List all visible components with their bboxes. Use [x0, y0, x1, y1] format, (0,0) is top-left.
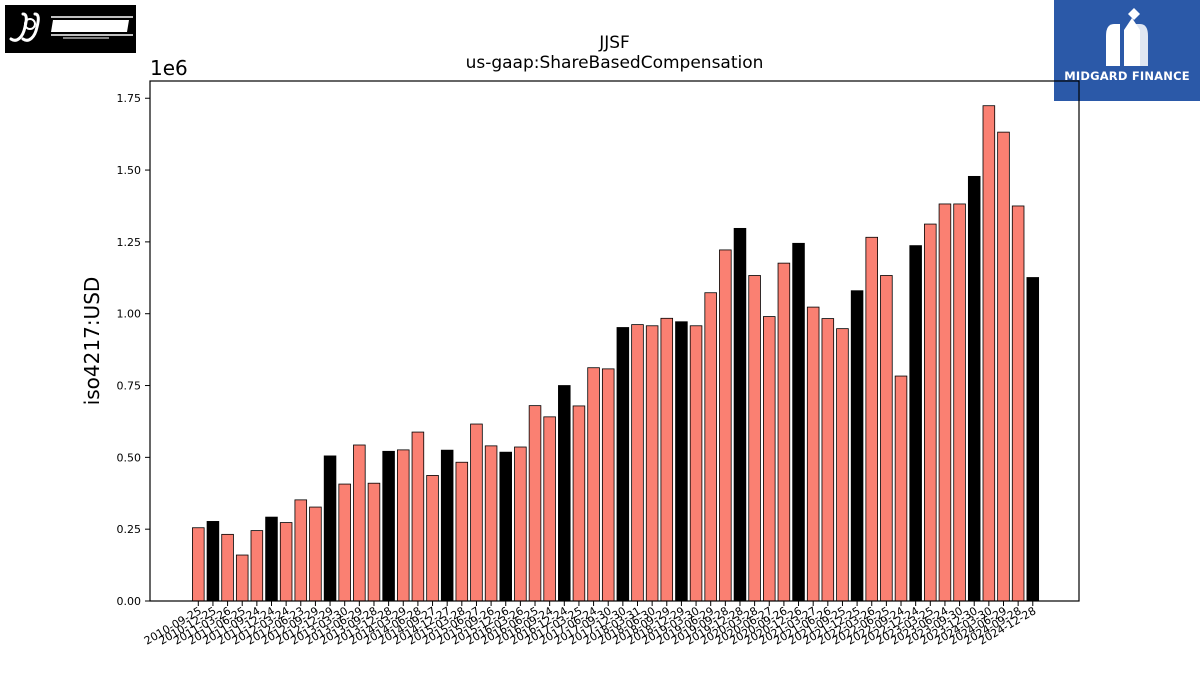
y-tick-label: 0.25	[117, 523, 142, 536]
jj-snack-foods-logo-icon	[9, 12, 133, 42]
chart-title: JJSF	[598, 33, 630, 53]
bar-2010-09-25	[192, 527, 205, 602]
bar-2016-09-24	[543, 416, 556, 602]
y-tick-label: 0.00	[117, 595, 142, 608]
bar-2011-06-25	[235, 554, 249, 602]
bar-2020-12-26	[792, 242, 805, 602]
y-tick-label: 1.25	[117, 236, 142, 249]
bar-2017-09-30	[601, 368, 615, 602]
bar-2021-12-25	[850, 290, 864, 602]
bar-2014-06-28	[411, 431, 425, 602]
bar-2012-12-29	[323, 455, 337, 602]
bar-2014-03-29	[396, 449, 410, 602]
midgard-finance-brand-text: MIDGARD FINANCE	[1064, 69, 1190, 83]
plot-area-frame	[149, 80, 1080, 602]
bar-2017-12-30	[616, 327, 630, 602]
bar-2013-12-28	[382, 450, 395, 602]
bar-2017-06-24	[587, 367, 600, 602]
y-tick-label: 0.50	[117, 451, 142, 464]
y-axis-ticks: 0.00 0.25 0.50 0.75 1.00 1.25 1.50 1.75	[117, 92, 150, 608]
bar-2018-12-29	[675, 321, 688, 602]
bar-2013-03-30	[338, 483, 351, 602]
bar-2017-03-25	[572, 405, 586, 602]
bar-2018-09-29	[660, 317, 674, 602]
bar-2012-06-23	[294, 499, 308, 602]
bar-2022-09-24	[894, 375, 908, 602]
bar-2024-03-30	[982, 105, 996, 602]
bar-2024-09-28	[1011, 205, 1025, 602]
bar-2013-09-28	[367, 482, 381, 602]
bar-2011-09-24	[250, 530, 264, 602]
bar-2022-06-25	[880, 275, 893, 602]
bar-2014-12-27	[440, 449, 454, 602]
y-axis-label: iso4217:USD	[80, 277, 104, 406]
bar-2012-09-29	[309, 506, 322, 602]
bar-2022-03-26	[865, 236, 878, 602]
y-tick-label: 0.75	[117, 380, 142, 393]
y-tick-label: 1.75	[117, 92, 142, 105]
bar-2018-06-30	[645, 325, 659, 602]
x-axis-ticks: 2010-09-252010-12-252011-03-262011-06-25…	[142, 601, 1038, 648]
bar-2020-06-27	[763, 316, 776, 602]
bar-2019-12-28	[733, 227, 747, 602]
bar-2020-09-26	[777, 262, 791, 602]
bar-2015-06-27	[470, 423, 483, 602]
bar-2010-12-25	[206, 521, 220, 602]
bar-2021-06-26	[821, 318, 835, 602]
bar-2012-03-24	[279, 522, 293, 602]
bar-2019-09-28	[719, 249, 732, 602]
bar-2015-03-28	[455, 461, 469, 602]
jj-snack-foods-logo	[5, 5, 136, 53]
bar-2022-12-24	[909, 245, 922, 602]
bar-2015-09-26	[484, 445, 498, 602]
bar-2011-12-24	[265, 516, 278, 602]
bar-2016-03-26	[514, 446, 527, 602]
bar-2016-12-24	[558, 385, 571, 602]
bar-2023-09-30	[953, 203, 966, 602]
bar-2014-09-27	[426, 475, 439, 602]
chart-subtitle: us-gaap:ShareBasedCompensation	[466, 53, 764, 73]
bar-2024-12-28	[1026, 277, 1040, 602]
bar-2011-03-26	[221, 533, 234, 602]
bar-2015-12-26	[499, 451, 512, 602]
y-axis-offset-label: 1e6	[150, 56, 188, 80]
bar-2021-09-25	[836, 328, 849, 602]
midgard-finance-logo: MIDGARD FINANCE	[1054, 0, 1200, 101]
bar-2016-06-25	[528, 405, 542, 602]
bar-2023-03-25	[924, 223, 937, 602]
bars-group	[192, 105, 1040, 602]
bar-2021-03-27	[806, 306, 820, 602]
bar-2019-06-29	[704, 292, 717, 602]
y-tick-label: 1.50	[117, 164, 142, 177]
bar-2018-03-31	[631, 324, 644, 602]
bar-2024-06-29	[997, 131, 1010, 602]
bar-2013-06-29	[353, 444, 366, 602]
y-tick-label: 1.00	[117, 308, 142, 321]
bar-2023-12-30	[967, 175, 981, 602]
bar-2020-03-28	[748, 275, 761, 602]
bar-2019-03-30	[689, 325, 703, 602]
bar-2023-06-24	[938, 203, 952, 602]
midgard-m-icon	[1106, 8, 1148, 66]
